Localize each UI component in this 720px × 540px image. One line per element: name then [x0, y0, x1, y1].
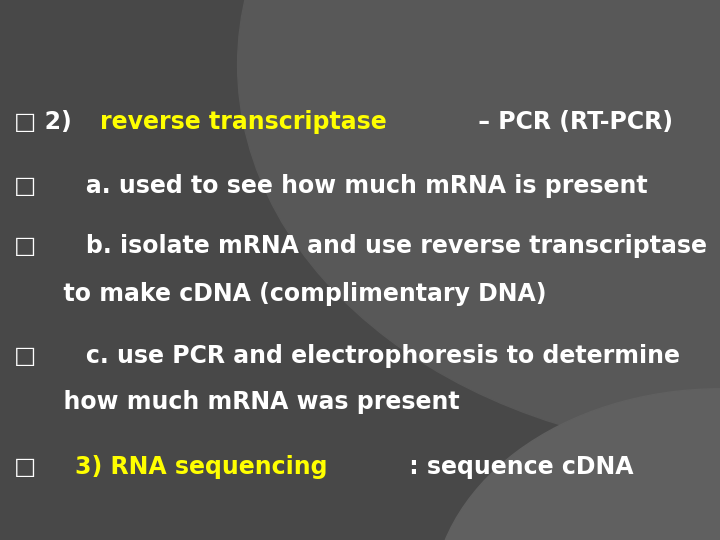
Text: how much mRNA was present: how much mRNA was present: [14, 390, 460, 414]
Circle shape: [432, 389, 720, 540]
Text: □      a. used to see how much mRNA is present: □ a. used to see how much mRNA is presen…: [14, 174, 648, 198]
Text: □: □: [14, 455, 61, 479]
Text: □ 2): □ 2): [14, 110, 81, 133]
Text: □      b. isolate mRNA and use reverse transcriptase: □ b. isolate mRNA and use reverse transc…: [14, 234, 707, 258]
Text: 3) RNA sequencing: 3) RNA sequencing: [75, 455, 328, 479]
Text: to make cDNA (complimentary DNA): to make cDNA (complimentary DNA): [14, 282, 547, 306]
Text: □      c. use PCR and electrophoresis to determine: □ c. use PCR and electrophoresis to dete…: [14, 345, 680, 368]
Text: reverse transcriptase: reverse transcriptase: [99, 110, 387, 133]
Circle shape: [238, 0, 720, 454]
Text: – PCR (RT-PCR): – PCR (RT-PCR): [469, 110, 672, 133]
Text: : sequence cDNA: : sequence cDNA: [401, 455, 634, 479]
